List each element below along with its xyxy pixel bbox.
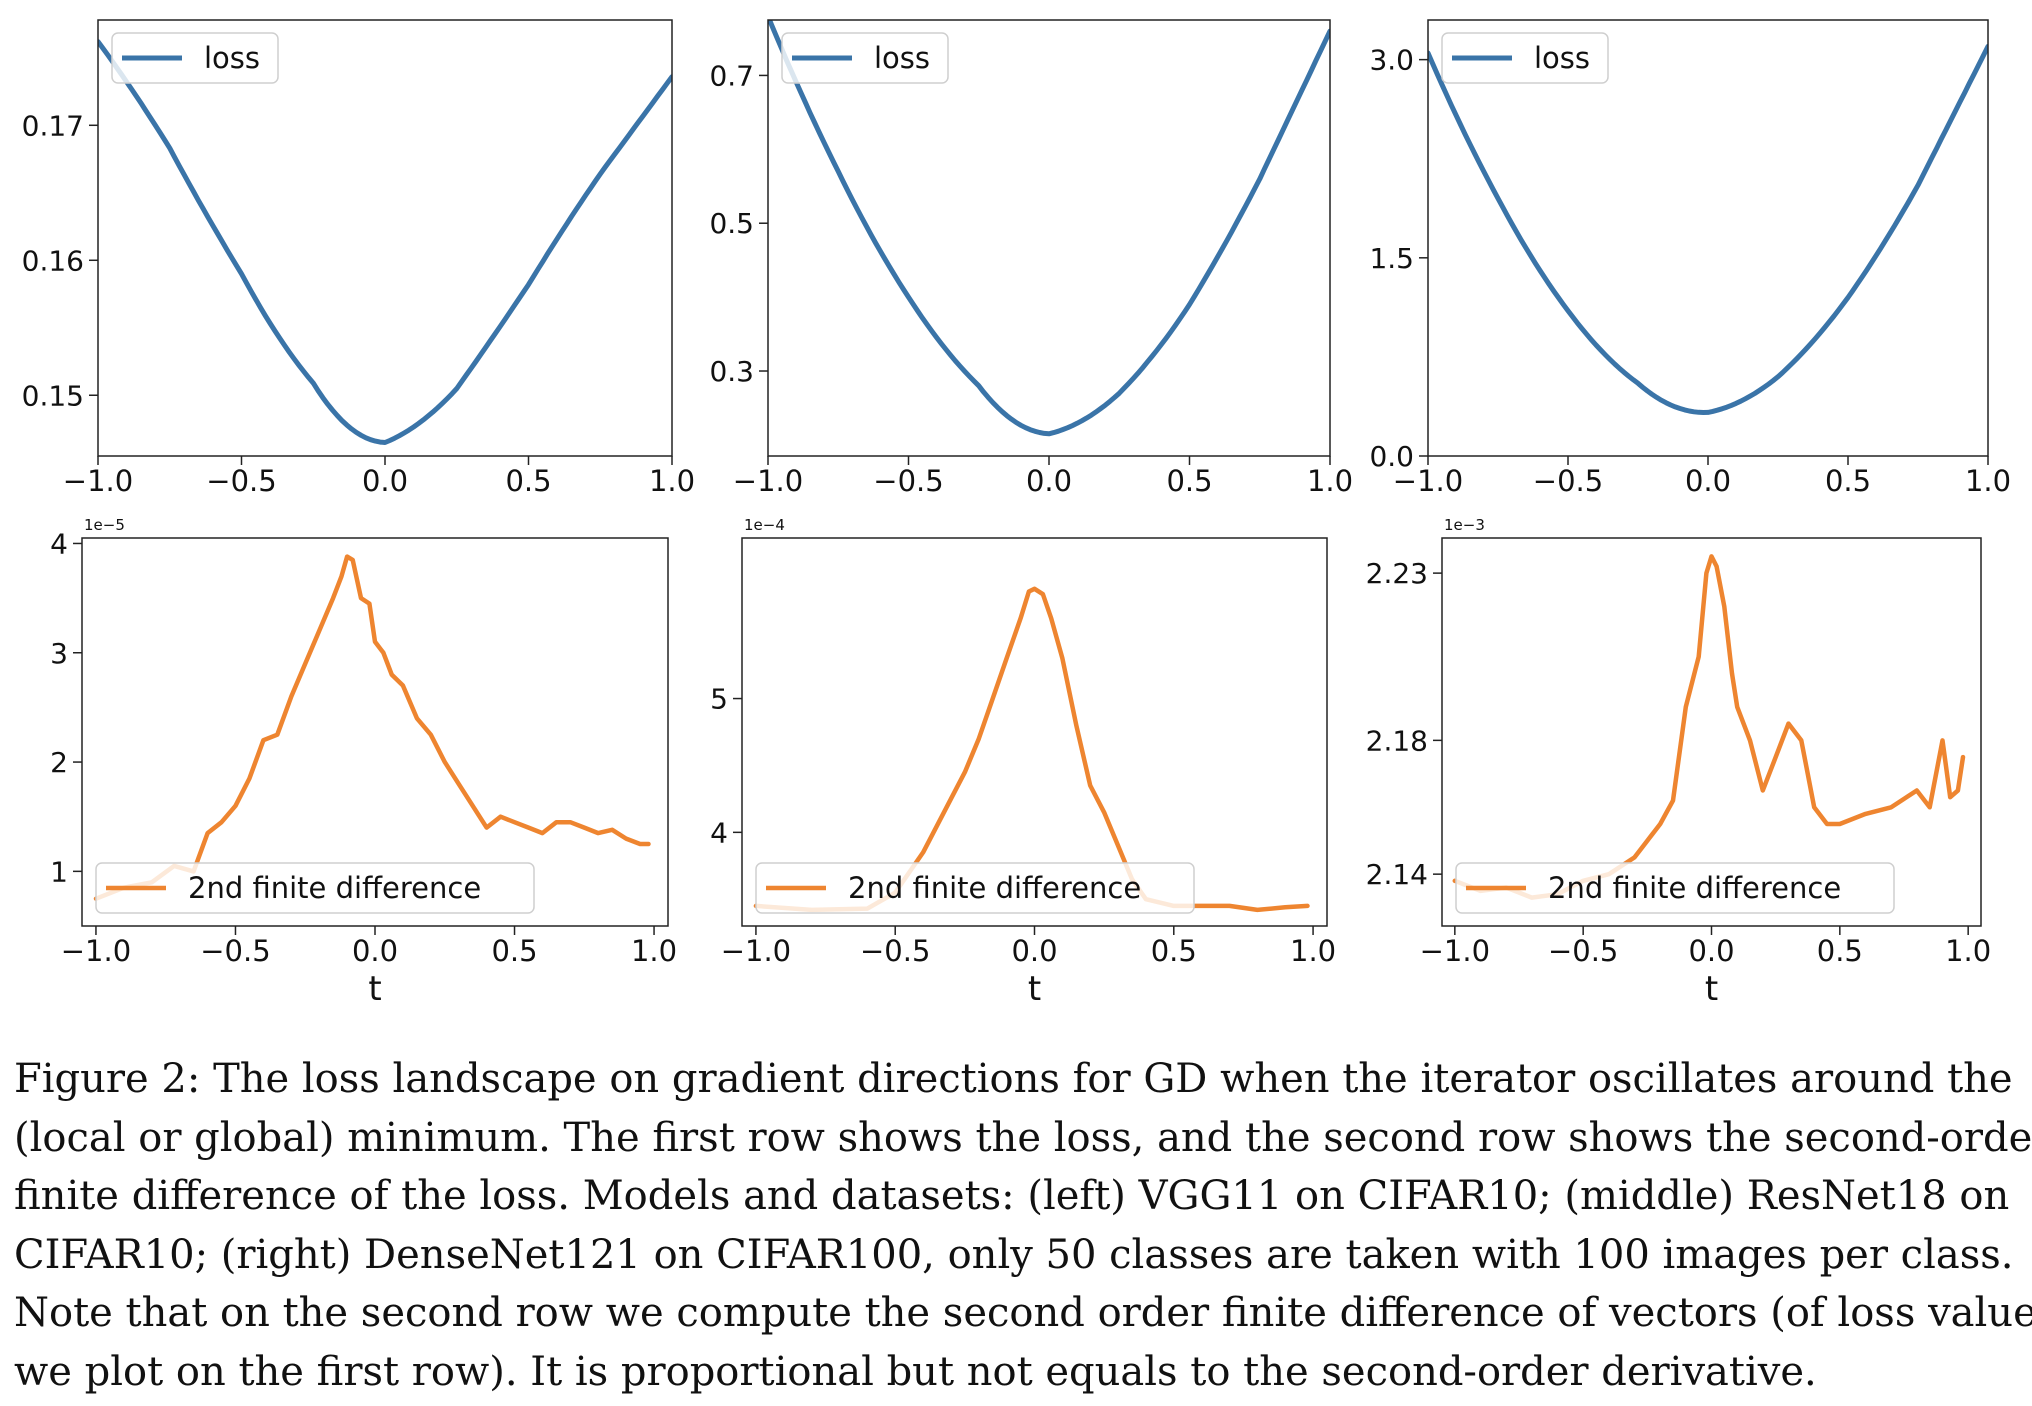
x-axis-label: t [1705,969,1718,1009]
y-tick-label: 0.0 [1369,440,1414,473]
subplot-r1c3: −1.0 −0.5 0.0 0.5 1.0 0.0 1.5 3.0 loss [1369,19,2011,498]
x-tick-label: 1.0 [1965,464,2011,498]
y-tick-label: 0.7 [709,59,754,92]
legend-box [755,862,1195,914]
y-tick-label: 0.3 [709,355,754,388]
x-tick-label: 1.0 [1945,934,1991,968]
y-tick-label: 0.16 [22,244,84,277]
series-line-finite-difference [93,554,651,901]
axes-frame [1427,19,1989,457]
x-tick-label: 0.5 [1166,464,1212,498]
x-tick-label: 0.5 [505,464,551,498]
y-tick-label: 4 [710,816,728,849]
y-tick-label: 1 [50,855,68,888]
x-tick-label: 1.0 [1290,934,1336,968]
x-tick-label: 0.0 [1026,464,1072,498]
x-tick-label: −0.5 [873,464,943,498]
x-tick-label: −1.0 [1420,934,1490,968]
y-tick-label: 5 [710,683,728,716]
x-axis-label: t [1028,969,1041,1009]
y-tick-label: 2.18 [1366,724,1428,757]
figure-2-chart-grid: −1.0 −0.5 0.0 0.5 1.0 0.15 0.16 0.17 loss −1.0 −0.… [22,19,2011,1009]
legend-label: loss [1534,41,1590,75]
y-tick-label: 4 [50,527,68,560]
y-tick-label: 3.0 [1369,44,1414,77]
x-tick-label: 0.0 [1011,934,1057,968]
y-tick-label: 3 [50,637,68,670]
series-line-loss [768,20,1330,437]
x-tick-label: 1.0 [631,934,677,968]
x-tick-label: 0.0 [352,934,398,968]
axes-frame [767,19,1331,457]
x-tick-label: 1.0 [1307,464,1353,498]
series-line-loss [98,39,672,445]
x-tick-label: 0.5 [1151,934,1197,968]
caption-line: (local or global) minimum. The first row… [14,1114,2032,1161]
subplot-r1c2: −1.0 −0.5 0.0 0.5 1.0 0.3 0.5 0.7 loss [709,19,1353,498]
axes-frame [97,19,673,457]
x-tick-label: 0.5 [1817,934,1863,968]
y-tick-label: 0.15 [22,379,84,412]
y-tick-label: 1.5 [1369,242,1414,275]
x-tick-label: −1.0 [63,464,133,498]
subplot-r2c3: −1.0 −0.5 0.0 0.5 1.0 2.14 2.18 2.23 1e−3 t 2nd fi… [1366,516,1992,1009]
axis-exponent: 1e−3 [1444,516,1485,534]
axis-exponent: 1e−5 [84,516,125,534]
x-tick-label: −1.0 [721,934,791,968]
x-tick-label: 0.5 [1825,464,1871,498]
series-line-finite-difference [753,586,1310,913]
y-tick-label: 0.17 [22,109,84,142]
caption-line: Note that on the second row we compute t… [14,1290,2032,1336]
x-tick-label: 1.0 [649,464,695,498]
figure-caption: Figure 2: The loss landscape on gradient… [14,1050,2032,1401]
legend-label: 2nd finite difference [848,871,1141,905]
subplot-r2c1: −1.0 −0.5 0.0 0.5 1.0 1 2 3 4 1e−5 t 2nd finite dif… [50,516,677,1009]
legend-box [95,862,535,914]
caption-line: CIFAR10; (right) DenseNet121 on CIFAR100… [14,1231,2014,1278]
x-tick-label: −1.0 [61,934,131,968]
x-tick-label: 0.0 [1688,934,1734,968]
legend-label: loss [204,41,260,75]
x-tick-label: 0.0 [362,464,408,498]
legend-label: 2nd finite difference [1548,871,1841,905]
x-tick-label: −0.5 [206,464,276,498]
series-line-loss [1428,43,1988,415]
x-tick-label: −0.5 [1548,934,1618,968]
y-tick-label: 2.23 [1366,557,1428,590]
legend-box [111,32,279,84]
series-line-finite-difference [1452,554,1966,900]
legend-box [1441,32,1609,84]
x-tick-label: 0.5 [491,934,537,968]
x-tick-label: −0.5 [200,934,270,968]
x-tick-label: 0.0 [1685,464,1731,498]
x-tick-label: −0.5 [860,934,930,968]
caption-line: finite difference of the loss. Models an… [14,1173,2010,1219]
caption-line: Figure 2: The loss landscape on gradient… [14,1056,2013,1102]
subplot-r2c2: −1.0 −0.5 0.0 0.5 1.0 4 5 1e−4 t 2nd finite diffe… [710,516,1336,1009]
legend-box [781,32,949,84]
x-tick-label: −0.5 [1533,464,1603,498]
y-tick-label: 2.14 [1366,858,1428,891]
axis-exponent: 1e−4 [744,516,785,534]
subplot-r1c1: −1.0 −0.5 0.0 0.5 1.0 0.15 0.16 0.17 loss [22,19,695,498]
x-tick-label: −1.0 [733,464,803,498]
x-axis-label: t [368,969,381,1009]
y-tick-label: 0.5 [709,207,754,240]
legend-label: 2nd finite difference [188,871,481,905]
y-tick-label: 2 [50,746,68,779]
legend-box [1455,862,1895,914]
legend-label: loss [874,41,930,75]
caption-line: we plot on the first row). It is proport… [14,1348,1817,1395]
x-tick-label: −1.0 [1393,464,1463,498]
